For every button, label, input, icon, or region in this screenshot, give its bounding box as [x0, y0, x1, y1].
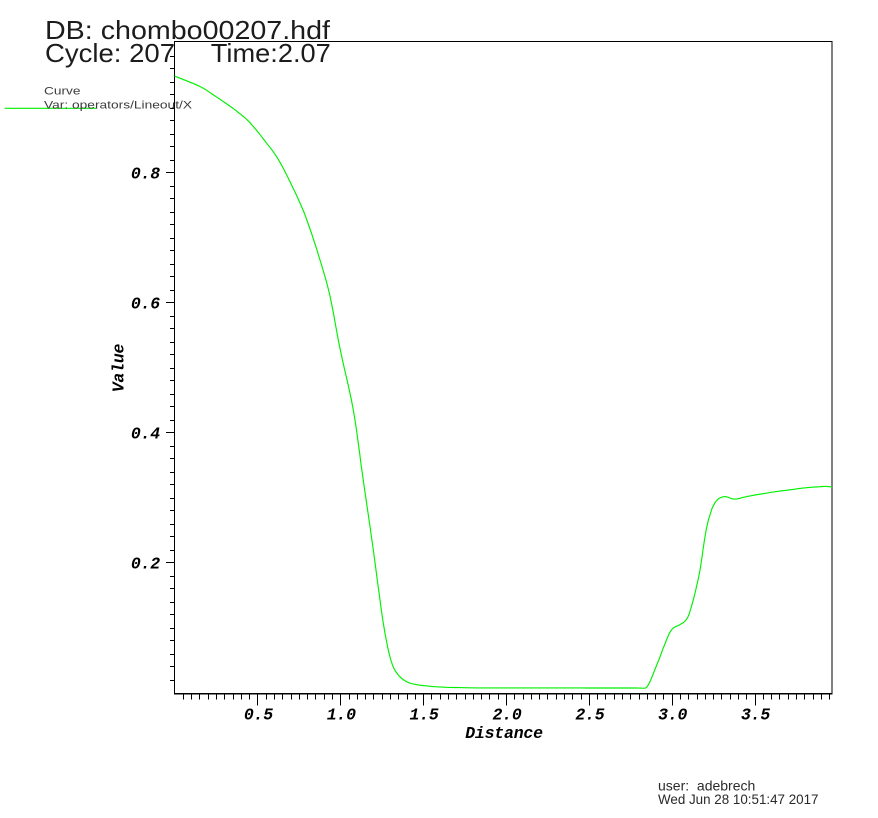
svg-text:0.5: 0.5	[244, 706, 273, 725]
svg-text:DB: chombo00207.hdf: DB: chombo00207.hdf	[45, 15, 331, 45]
svg-text:1.5: 1.5	[410, 706, 439, 725]
svg-text:3.5: 3.5	[741, 706, 770, 725]
svg-text:0.8: 0.8	[131, 164, 160, 183]
svg-text:user: adebrech: user: adebrech	[658, 778, 755, 794]
svg-text:Distance: Distance	[465, 724, 543, 743]
svg-text:Cycle: 207: Cycle: 207	[45, 38, 175, 68]
svg-text:0.4: 0.4	[131, 424, 160, 443]
svg-text:0.6: 0.6	[131, 294, 160, 313]
svg-text:Wed Jun 28 10:51:47 2017: Wed Jun 28 10:51:47 2017	[658, 791, 819, 807]
svg-text:Value: Value	[109, 343, 128, 392]
svg-text:0.2: 0.2	[131, 554, 160, 573]
svg-text:1.0: 1.0	[327, 706, 356, 725]
svg-text:3.0: 3.0	[658, 706, 687, 725]
svg-text:Var: operators/Lineout/X: Var: operators/Lineout/X	[44, 100, 193, 112]
svg-text:2.5: 2.5	[575, 706, 604, 725]
svg-text:Curve: Curve	[44, 85, 81, 97]
svg-text:Time:2.07: Time:2.07	[211, 38, 331, 68]
svg-text:2.0: 2.0	[492, 706, 521, 725]
